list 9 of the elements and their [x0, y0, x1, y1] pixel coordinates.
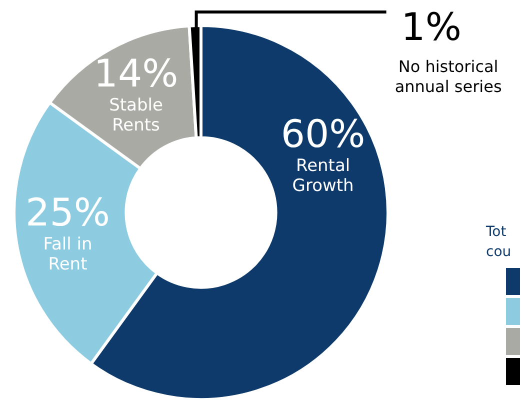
data-label: 25% [26, 190, 110, 235]
legend-title: Tot cou [486, 223, 512, 262]
slice-label: Stable Rents [109, 95, 163, 136]
data-label: 14% [94, 51, 178, 96]
slice-label: No historical annual series [394, 57, 502, 96]
data-label: 1% [401, 5, 462, 49]
slice-label: Fall in Rent [43, 234, 92, 275]
data-label: 60% [280, 112, 366, 156]
slice-label: Rental Growth [292, 156, 354, 196]
